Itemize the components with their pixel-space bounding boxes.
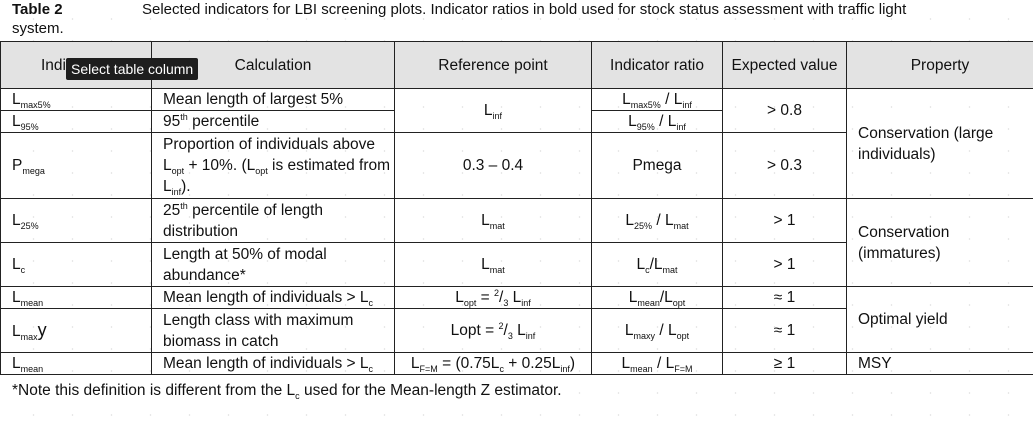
- ratio-cell: Lmean / LF=M: [591, 352, 723, 375]
- ratio-cell: Lc/Lmat: [591, 242, 723, 287]
- header-reference-point[interactable]: Reference point: [394, 41, 592, 89]
- property-cell: Conservation (large individuals): [846, 88, 1033, 199]
- table-row: L25% 25th percentile of length distribut…: [0, 198, 1033, 287]
- indicator-cell: Lmaxy: [0, 308, 152, 353]
- table-row: Lmean Mean length of individuals > Lc Lo…: [0, 286, 1033, 353]
- expected-cell: > 0.8: [722, 88, 847, 133]
- ratio-cell: Lmaxy / Lopt: [591, 308, 723, 353]
- table-row: Lmax5% Mean length of largest 5% Linf Lm…: [0, 88, 1033, 199]
- table-footnote: *Note this definition is different from …: [12, 382, 562, 402]
- calculation-cell: Length class with maximum biomass in cat…: [151, 308, 395, 353]
- indicator-cell: Pmega: [0, 132, 152, 199]
- table-caption-label: Table 2: [12, 1, 63, 18]
- calculation-cell: 25th percentile of length distribution: [151, 198, 395, 243]
- expected-cell: > 1: [722, 242, 847, 287]
- expected-cell: ≈ 1: [722, 286, 847, 309]
- header-indicator-ratio[interactable]: Indicator ratio: [591, 41, 723, 89]
- table-caption-text: Selected indicators for LBI screening pl…: [142, 1, 907, 18]
- calculation-cell: 95th percentile: [151, 110, 395, 133]
- calculation-cell: Mean length of individuals > Lc: [151, 286, 395, 309]
- property-cell: Conservation (immatures): [846, 198, 1033, 287]
- property-cell: MSY: [846, 352, 1033, 375]
- reference-cell: Lmat: [394, 198, 592, 243]
- table-row: L95% 95th percentile L95% / Linf: [0, 110, 1033, 133]
- indicator-cell: Lmean: [0, 286, 152, 309]
- ratio-cell: Lmax5% / Linf: [591, 88, 723, 111]
- reference-cell: Lopt = 2/3 Linf: [394, 286, 592, 309]
- calculation-cell: Length at 50% of modal abundance*: [151, 242, 395, 287]
- ratio-cell: L25% / Lmat: [591, 198, 723, 243]
- calculation-cell: Proportion of individuals above Lopt + 1…: [151, 132, 395, 199]
- indicator-cell: L25%: [0, 198, 152, 243]
- indicator-cell: Lc: [0, 242, 152, 287]
- ratio-cell: L95% / Linf: [591, 110, 723, 133]
- reference-cell: LF=M = (0.75Lc + 0.25Linf): [394, 352, 592, 375]
- expected-cell: > 1: [722, 198, 847, 243]
- reference-cell: Lopt = 2/3 Linf: [394, 308, 592, 353]
- expected-cell: > 0.3: [722, 132, 847, 199]
- indicator-cell: Lmax5%: [0, 88, 152, 111]
- reference-cell: Linf: [394, 88, 592, 133]
- table-row: Lmaxy Length class with maximum biomass …: [0, 308, 1033, 353]
- expected-cell: ≈ 1: [722, 308, 847, 353]
- indicator-cell: Lmean: [0, 352, 152, 375]
- header-property[interactable]: Property: [846, 41, 1033, 89]
- table-row: Lc Length at 50% of modal abundance* Lma…: [0, 242, 1033, 287]
- ratio-cell: Pmega: [591, 132, 723, 199]
- select-column-tooltip: Select table column: [66, 58, 199, 80]
- calculation-cell: Mean length of largest 5%: [151, 88, 395, 111]
- reference-cell: Lmat: [394, 242, 592, 287]
- indicator-cell: L95%: [0, 110, 152, 133]
- table-caption: Table 2 Selected indicators for LBI scree…: [12, 0, 1033, 19]
- table-row: Pmega Proportion of individuals above Lo…: [0, 132, 1033, 199]
- calculation-cell: Mean length of individuals > Lc: [151, 352, 395, 375]
- indicators-table: Indi Calculation Reference point Indicat…: [0, 41, 1033, 375]
- property-cell: Optimal yield: [846, 286, 1033, 353]
- expected-cell: ≥ 1: [722, 352, 847, 375]
- reference-cell: 0.3 – 0.4: [394, 132, 592, 199]
- table-row: Lmean Mean length of individuals > Lc LF…: [0, 352, 1033, 375]
- header-expected-value[interactable]: Expected value: [722, 41, 847, 89]
- ratio-cell: Lmean/Lopt: [591, 286, 723, 309]
- table-caption-continuation: system.: [12, 20, 64, 37]
